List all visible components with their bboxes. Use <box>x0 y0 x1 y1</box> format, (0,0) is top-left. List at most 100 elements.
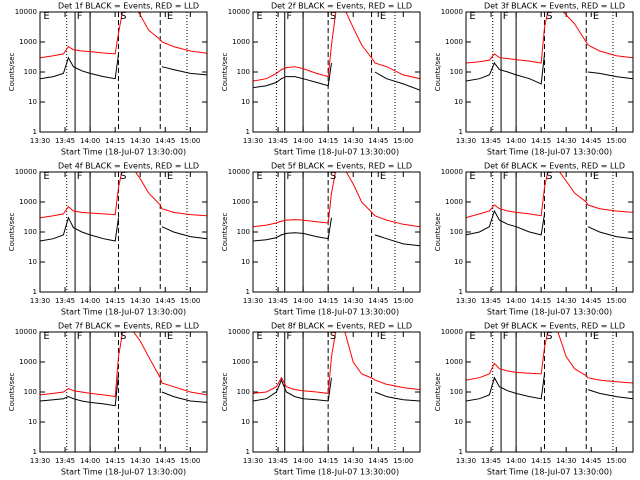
marker-label: E <box>380 11 386 22</box>
x-axis-label: Start Time (18-Jul-07 13:30:00) <box>61 308 186 317</box>
plot-frame <box>39 171 208 293</box>
y-tick-label: 1000 <box>232 358 250 366</box>
marker-label: F <box>503 331 509 342</box>
x-tick-label: 13:45 <box>481 457 501 465</box>
y-tick-label: 1000 <box>445 38 463 46</box>
y-axis-label: Counts/sec <box>8 373 16 412</box>
y-tick-label: 1000 <box>19 198 37 206</box>
chart-title: Det 4f BLACK = Events, RED = LLD <box>58 162 199 171</box>
x-tick-label: 14:30 <box>130 137 150 145</box>
chart-title: Det 2f BLACK = Events, RED = LLD <box>271 2 412 11</box>
series-line <box>40 172 207 219</box>
x-tick-label: 13:30 <box>30 457 50 465</box>
y-tick-label: 10 <box>28 98 37 106</box>
x-axis-label: Start Time (18-Jul-07 13:30:00) <box>274 148 399 157</box>
x-tick-label: 14:30 <box>556 137 576 145</box>
plot-frame <box>252 171 421 293</box>
x-tick-label: 14:00 <box>293 137 313 145</box>
y-tick-label: 1 <box>33 128 37 136</box>
y-tick-label: 10 <box>241 98 250 106</box>
marker-label: F <box>503 171 509 182</box>
x-tick-label: 14:30 <box>343 297 363 305</box>
y-tick-label: 10000 <box>441 168 463 176</box>
panel: Det 7f BLACK = Events, RED = LLD Start Ti… <box>8 322 208 477</box>
marker-label: E <box>469 171 475 182</box>
y-tick-label: 100 <box>450 388 463 396</box>
series-line <box>253 12 420 82</box>
marker-label: E <box>43 11 49 22</box>
panel: Det 3f BLACK = Events, RED = LLD Start Ti… <box>434 2 634 157</box>
x-axis-label: Start Time (18-Jul-07 13:30:00) <box>487 308 612 317</box>
x-tick-label: 14:15 <box>105 457 125 465</box>
x-tick-label: 14:15 <box>318 297 338 305</box>
x-tick-label: 14:45 <box>368 137 388 145</box>
y-tick-label: 1000 <box>232 38 250 46</box>
plot-frame <box>465 171 634 293</box>
y-tick-label: 1000 <box>445 198 463 206</box>
series-line <box>466 373 633 402</box>
plot-frame <box>39 11 208 133</box>
x-tick-label: 13:30 <box>30 297 50 305</box>
x-tick-label: 14:45 <box>155 297 175 305</box>
panel: Det 8f BLACK = Events, RED = LLD Start Ti… <box>221 322 421 477</box>
y-tick-label: 10000 <box>15 328 37 336</box>
y-tick-label: 1000 <box>232 198 250 206</box>
marker-label: E <box>256 171 262 182</box>
marker-label: S <box>546 11 552 22</box>
y-tick-label: 100 <box>24 68 37 76</box>
x-tick-label: 14:45 <box>581 137 601 145</box>
x-tick-label: 14:00 <box>80 457 100 465</box>
y-tick-label: 10 <box>28 418 37 426</box>
x-tick-label: 13:30 <box>456 137 476 145</box>
x-tick-label: 13:45 <box>55 457 75 465</box>
marker-label: E <box>167 11 173 22</box>
y-tick-label: 1 <box>459 448 463 456</box>
x-tick-label: 14:00 <box>80 297 100 305</box>
y-tick-label: 10000 <box>441 8 463 16</box>
marker-label: E <box>593 171 599 182</box>
series-line <box>40 332 207 398</box>
x-tick-label: 14:30 <box>556 297 576 305</box>
marker-label: E <box>593 11 599 22</box>
x-tick-label: 14:45 <box>581 457 601 465</box>
marker-label: E <box>43 171 49 182</box>
x-tick-label: 13:30 <box>30 137 50 145</box>
marker-label: F <box>286 171 292 182</box>
plot-frame <box>252 11 421 133</box>
panel: Det 5f BLACK = Events, RED = LLD Start Ti… <box>221 162 421 317</box>
y-tick-label: 100 <box>24 388 37 396</box>
y-tick-label: 10000 <box>228 168 250 176</box>
x-tick-label: 13:45 <box>55 137 75 145</box>
x-axis-label: Start Time (18-Jul-07 13:30:00) <box>274 468 399 477</box>
marker-label: S <box>120 331 126 342</box>
x-tick-label: 15:00 <box>606 297 626 305</box>
marker-label: S <box>546 171 552 182</box>
y-tick-label: 10000 <box>228 8 250 16</box>
x-axis-label: Start Time (18-Jul-07 13:30:00) <box>487 468 612 477</box>
x-tick-label: 14:45 <box>368 457 388 465</box>
marker-label: E <box>256 11 262 22</box>
marker-label: E <box>256 331 262 342</box>
x-tick-label: 14:00 <box>293 457 313 465</box>
y-tick-label: 100 <box>237 68 250 76</box>
marker-label: F <box>77 11 83 22</box>
y-axis-label: Counts/sec <box>434 373 442 412</box>
marker-label: E <box>43 331 49 342</box>
chart-title: Det 9f BLACK = Events, RED = LLD <box>484 322 625 331</box>
y-tick-label: 1 <box>33 288 37 296</box>
x-axis-label: Start Time (18-Jul-07 13:30:00) <box>274 308 399 317</box>
series-line <box>253 217 420 247</box>
y-tick-label: 1 <box>246 448 250 456</box>
marker-label: E <box>593 331 599 342</box>
marker-label: S <box>330 11 336 22</box>
marker-label: F <box>77 171 83 182</box>
x-tick-label: 13:45 <box>481 297 501 305</box>
y-tick-label: 10 <box>454 418 463 426</box>
marker-label: S <box>330 331 336 342</box>
y-tick-label: 10 <box>454 258 463 266</box>
x-tick-label: 15:00 <box>393 137 413 145</box>
y-tick-label: 10 <box>241 418 250 426</box>
marker-label: S <box>330 171 336 182</box>
y-axis-label: Counts/sec <box>221 213 229 252</box>
y-tick-label: 100 <box>450 228 463 236</box>
